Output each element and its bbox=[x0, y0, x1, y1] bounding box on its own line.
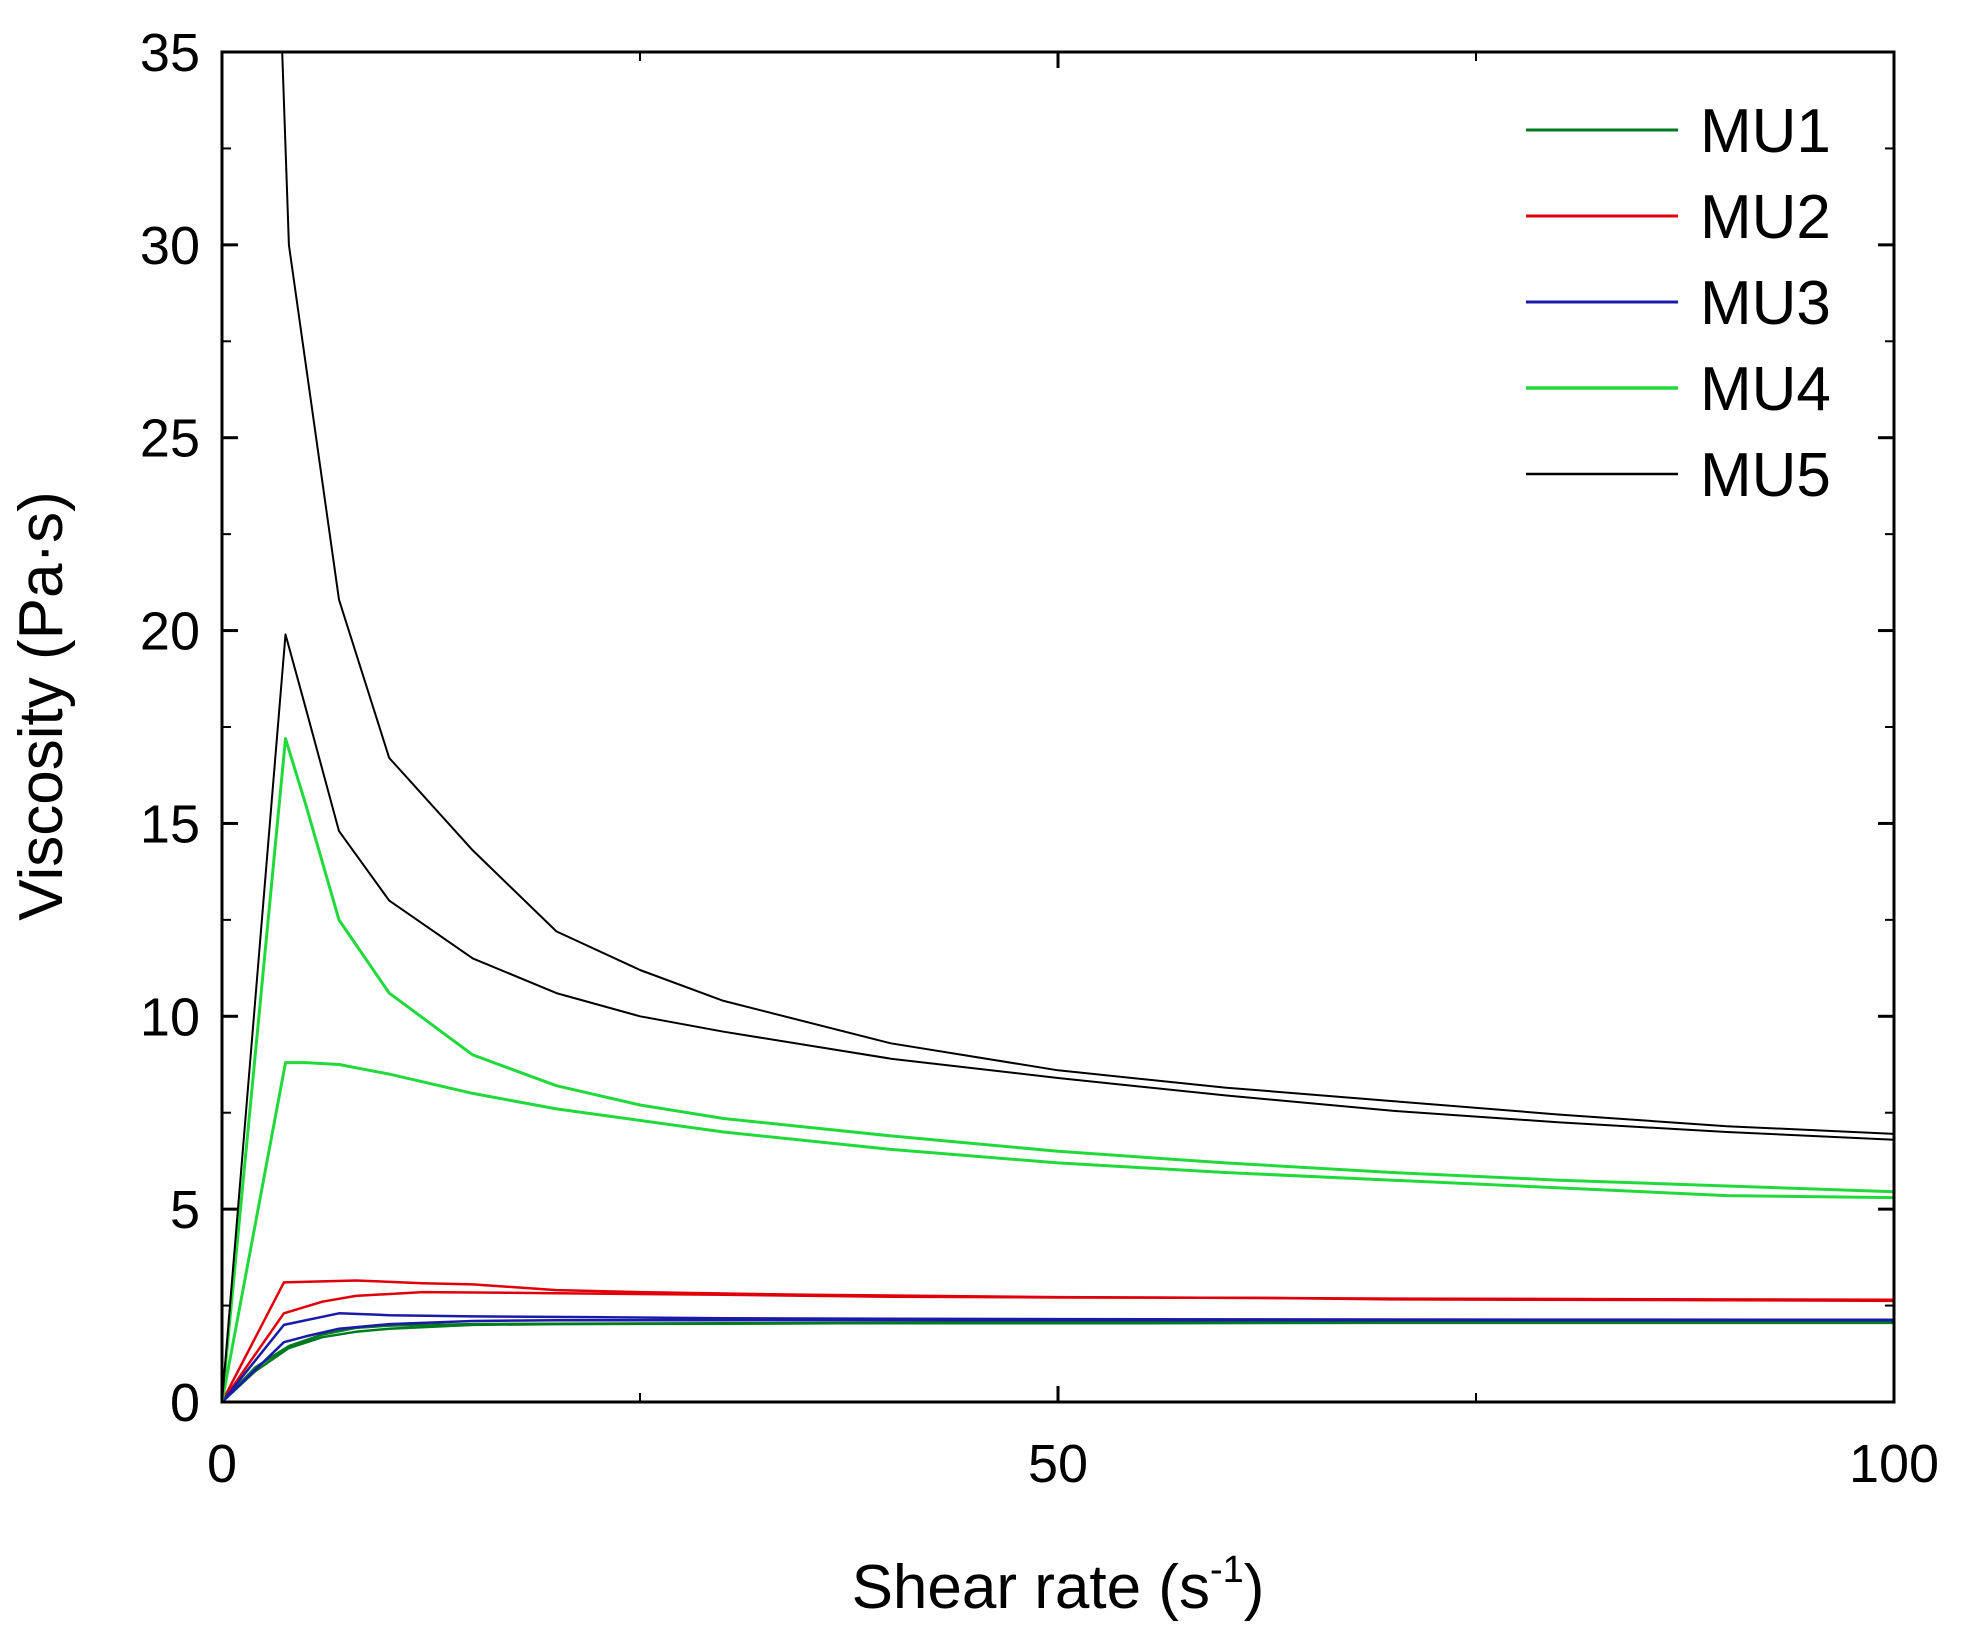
y-tick-label: 15 bbox=[140, 794, 200, 854]
series-mu4-down bbox=[222, 1061, 1894, 1402]
legend-label-mu5: MU5 bbox=[1700, 441, 1831, 510]
x-tick-label: 0 bbox=[207, 1434, 237, 1494]
legend: MU1 MU2 MU3 MU4 MU5 bbox=[1526, 97, 1831, 510]
x-tick-label: 100 bbox=[1849, 1434, 1939, 1494]
series-mu5-down bbox=[281, 52, 1894, 1135]
series-layer bbox=[222, 52, 1894, 1402]
series-mu5-up bbox=[222, 633, 1894, 1402]
series-mu1-down bbox=[222, 1321, 1894, 1402]
y-tick-label: 20 bbox=[140, 602, 200, 662]
series-mu4-up bbox=[222, 737, 1894, 1402]
legend-label-mu1: MU1 bbox=[1700, 97, 1831, 166]
y-tick-label: 0 bbox=[170, 1373, 200, 1433]
series-mu3-down bbox=[222, 1318, 1894, 1402]
legend-label-mu4: MU4 bbox=[1700, 355, 1831, 424]
legend-label-mu2: MU2 bbox=[1700, 183, 1831, 252]
y-axis-title: Viscosity (Pa·s) bbox=[7, 491, 76, 921]
x-axis-title-end: ) bbox=[1244, 1553, 1265, 1622]
y-tick-label: 5 bbox=[170, 1180, 200, 1240]
y-tick-label: 30 bbox=[140, 216, 200, 276]
legend-label-mu3: MU3 bbox=[1700, 269, 1831, 338]
x-tick-label: 50 bbox=[1028, 1434, 1088, 1494]
y-tick-label: 10 bbox=[140, 987, 200, 1047]
x-axis-title-main: Shear rate (s bbox=[852, 1553, 1210, 1622]
y-tick-label: 35 bbox=[140, 23, 200, 83]
x-axis-title-superscript: -1 bbox=[1210, 1549, 1244, 1591]
series-mu2-down bbox=[222, 1290, 1894, 1402]
y-tick-label: 25 bbox=[140, 409, 200, 469]
ticks-layer: 0 5 10 15 20 25 30 35 0 50 100 bbox=[140, 23, 1939, 1494]
x-axis-title: Shear rate (s-1) bbox=[852, 1549, 1265, 1622]
